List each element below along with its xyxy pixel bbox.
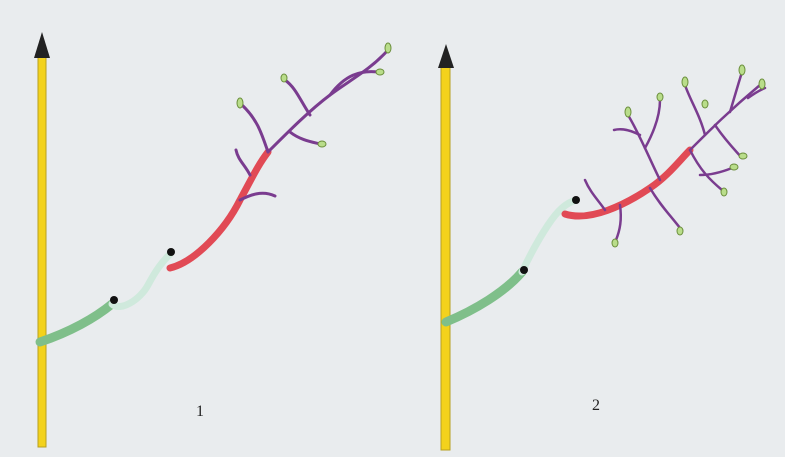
stake: [38, 55, 46, 447]
stake: [441, 65, 450, 450]
background: [0, 0, 785, 457]
bud: [110, 296, 118, 304]
bud: [167, 248, 175, 256]
bud: [520, 266, 528, 274]
figure-label: 1: [196, 403, 204, 420]
figure-label: 2: [592, 397, 600, 414]
illustration: 1: [0, 0, 785, 457]
bud: [572, 196, 580, 204]
